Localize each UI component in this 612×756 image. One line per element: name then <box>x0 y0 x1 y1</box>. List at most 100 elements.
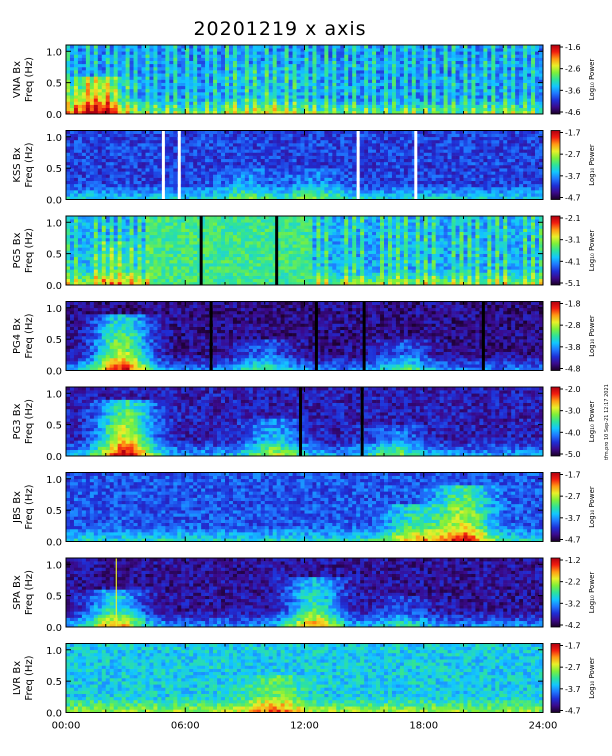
heatmap-cell <box>169 45 174 49</box>
heatmap-cell <box>268 110 274 115</box>
heatmap-cell <box>479 104 484 109</box>
heatmap-cell <box>288 155 293 160</box>
heatmap-cell <box>113 158 118 163</box>
heatmap-cell <box>324 82 329 87</box>
heatmap-cell <box>181 54 186 58</box>
heatmap-cell <box>443 130 448 134</box>
heatmap-cell <box>415 152 421 156</box>
heatmap-cell <box>201 110 206 115</box>
heatmap-cell <box>320 79 325 83</box>
heatmap-cell <box>431 76 436 80</box>
heatmap-cell <box>535 101 540 105</box>
heatmap-cell <box>328 174 333 178</box>
heatmap-cell <box>201 190 206 194</box>
heatmap-cell <box>451 190 456 194</box>
heatmap-cell <box>479 82 484 87</box>
heatmap-cell <box>201 101 206 105</box>
heatmap-cell <box>228 98 234 102</box>
heatmap-cell <box>89 73 95 77</box>
heatmap-cell <box>475 82 480 87</box>
heatmap-cell <box>264 82 270 87</box>
heatmap-cell <box>244 190 250 194</box>
heatmap-cell <box>475 158 480 163</box>
heatmap-cell <box>209 152 214 156</box>
heatmap-cell <box>268 152 274 156</box>
heatmap-cell <box>352 139 357 144</box>
heatmap-cell <box>344 168 349 172</box>
heatmap-cell <box>348 45 353 49</box>
heatmap-cell <box>332 136 337 141</box>
heatmap-cell <box>185 196 190 200</box>
heatmap-cell <box>129 88 134 93</box>
heatmap-cell <box>101 177 107 181</box>
heatmap-cell <box>395 152 401 156</box>
heatmap-cell <box>284 186 289 191</box>
heatmap-cell <box>252 48 258 52</box>
heatmap-cell <box>316 177 321 181</box>
heatmap-cell <box>73 155 79 160</box>
heatmap-cell <box>459 183 464 188</box>
heatmap-cell <box>471 73 476 77</box>
heatmap-cell <box>467 98 472 102</box>
heatmap-cell <box>451 63 456 68</box>
heatmap-cell <box>236 57 242 61</box>
heatmap-cell <box>117 183 122 188</box>
heatmap-cell <box>312 57 317 61</box>
heatmap-cell <box>117 193 122 197</box>
heatmap-cell <box>101 85 107 90</box>
heatmap-cell <box>463 183 468 188</box>
heatmap-cell <box>471 101 476 105</box>
heatmap-cell <box>519 101 524 105</box>
heatmap-cell <box>439 51 444 55</box>
heatmap-cell <box>193 76 198 80</box>
heatmap-cell <box>368 82 373 87</box>
heatmap-cell <box>427 180 433 185</box>
heatmap-cell <box>69 70 75 74</box>
heatmap-cell <box>93 45 99 49</box>
heatmap-cell <box>272 51 277 55</box>
heatmap-cell <box>435 54 440 58</box>
heatmap-cell <box>141 98 146 102</box>
heatmap-cell <box>507 66 512 71</box>
heatmap-cell <box>483 85 488 90</box>
heatmap-cell <box>66 54 71 58</box>
heatmap-cell <box>173 82 178 87</box>
heatmap-cell <box>193 168 198 172</box>
heatmap-cell <box>284 196 289 200</box>
heatmap-cell <box>352 51 357 55</box>
heatmap-cell <box>372 171 377 175</box>
heatmap-cell <box>312 183 317 188</box>
heatmap-cell <box>193 92 198 96</box>
heatmap-cell <box>451 107 456 112</box>
heatmap-cell <box>248 95 254 99</box>
heatmap-cell <box>268 177 274 181</box>
heatmap-cell <box>527 82 532 87</box>
heatmap-cell <box>443 88 448 93</box>
heatmap-cell <box>380 171 385 175</box>
heatmap-cell <box>232 45 238 49</box>
heatmap-cell <box>129 60 134 65</box>
heatmap-cell <box>117 51 122 55</box>
heatmap-cell <box>125 193 130 197</box>
heatmap-cell <box>431 48 436 52</box>
heatmap-cell <box>427 48 433 52</box>
heatmap-cell <box>105 104 111 109</box>
heatmap-cell <box>129 152 134 156</box>
heatmap-cell <box>320 143 325 147</box>
heatmap-cell <box>364 168 369 172</box>
heatmap-cell <box>225 85 230 90</box>
heatmap-cell <box>236 139 242 144</box>
heatmap-cell <box>411 107 417 112</box>
heatmap-cell <box>316 79 321 83</box>
heatmap-cell <box>276 48 281 52</box>
heatmap-cell <box>252 165 258 169</box>
heatmap-cell <box>407 63 413 68</box>
heatmap-cell <box>193 196 198 200</box>
heatmap-cell <box>332 70 337 74</box>
heatmap-cell <box>201 60 206 65</box>
heatmap-cell <box>97 110 103 115</box>
heatmap-cell <box>129 92 134 96</box>
heatmap-cell <box>467 146 472 150</box>
heatmap-cell <box>256 165 262 169</box>
